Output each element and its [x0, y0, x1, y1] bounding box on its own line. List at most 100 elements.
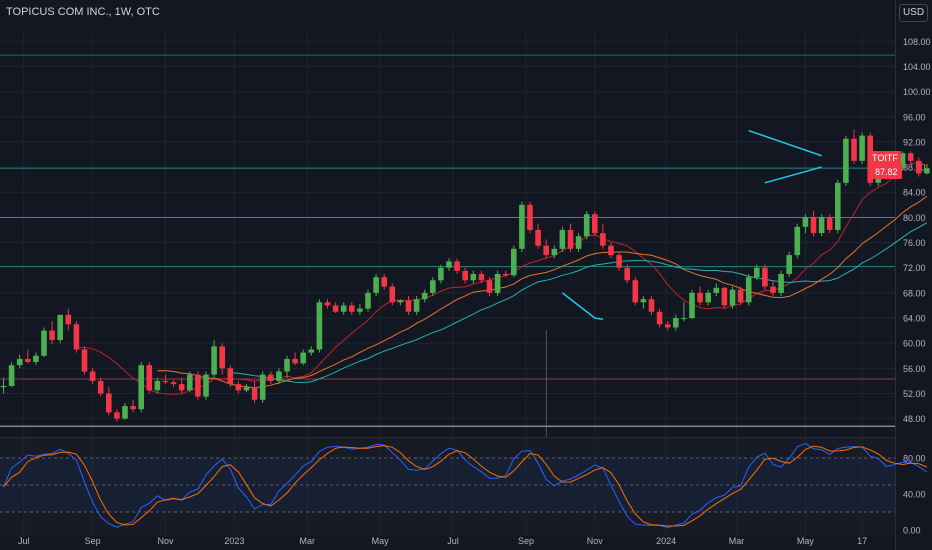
candle-body — [373, 277, 379, 293]
candle-body — [33, 355, 39, 363]
candle-body — [365, 292, 371, 309]
candle-body — [583, 214, 590, 237]
candle-body — [81, 349, 88, 372]
stoch-tick-label: 80.00 — [903, 454, 926, 464]
y-tick-label: 84.00 — [903, 188, 926, 198]
x-tick-label: Nov — [157, 536, 174, 546]
candle-body — [721, 287, 728, 306]
stoch-k-line — [3, 442, 928, 529]
ma-long-line — [230, 222, 928, 384]
currency-button[interactable]: USD — [899, 4, 928, 22]
candle-body — [559, 229, 566, 249]
x-tick-label: May — [372, 536, 390, 546]
candle-body — [527, 204, 533, 230]
candle-body — [924, 168, 930, 174]
candle-body — [340, 305, 347, 312]
candle-body — [203, 374, 209, 397]
candle-body — [664, 324, 671, 328]
candle-body — [357, 308, 363, 312]
x-tick-label: Jul — [447, 536, 459, 546]
candle-body — [25, 358, 31, 363]
candle-body — [843, 138, 849, 183]
candle-body — [851, 138, 857, 161]
candle-body — [195, 374, 201, 397]
x-tick-label: Mar — [729, 536, 745, 546]
candle-body — [656, 311, 663, 325]
candle-body — [162, 380, 169, 383]
channel-pattern — [561, 292, 604, 321]
candle-body — [608, 245, 614, 256]
candle-body — [916, 160, 922, 174]
candle-body — [470, 273, 477, 281]
candle-body — [219, 346, 225, 369]
y-tick-label: 100.00 — [903, 87, 931, 97]
candle-body — [567, 229, 574, 249]
last-price-value: 87.82 — [871, 165, 902, 179]
y-tick-label: 64.00 — [903, 314, 926, 324]
candle-body — [138, 365, 144, 410]
candle-body — [122, 406, 128, 419]
candle-body — [794, 226, 801, 256]
last-price-tag: TOITF87.82 — [869, 151, 932, 179]
candle-body — [73, 324, 80, 350]
candle-body — [786, 255, 792, 274]
y-tick-label: 68.00 — [903, 288, 926, 298]
candle-body — [430, 280, 436, 293]
candle-body — [899, 153, 906, 169]
candle-body — [446, 261, 452, 268]
y-tick-label: 56.00 — [903, 364, 926, 374]
x-tick-label: Mar — [300, 536, 316, 546]
candle-body — [0, 385, 7, 388]
candle-body — [907, 153, 914, 161]
x-tick-label: 2023 — [224, 536, 244, 546]
y-tick-label: 80.00 — [903, 213, 926, 223]
candle-body — [575, 236, 582, 249]
x-tick-label: Sep — [85, 536, 101, 546]
candle-body — [405, 300, 412, 312]
candle-body — [835, 182, 841, 230]
candle-body — [97, 380, 104, 394]
candle-body — [673, 318, 679, 328]
candle-body — [818, 217, 825, 234]
stoch-d-line — [3, 445, 928, 527]
candle-body — [57, 314, 63, 341]
candle-body — [689, 292, 695, 319]
candle-body — [705, 292, 711, 303]
candle-body — [324, 302, 331, 306]
candle-body — [478, 273, 485, 281]
candle-body — [543, 245, 549, 256]
candle-body — [146, 365, 153, 391]
candle-body — [826, 217, 833, 230]
candle-body — [211, 346, 217, 375]
candle-body — [421, 292, 428, 300]
candle-body — [551, 248, 558, 256]
y-tick-label: 92.00 — [903, 137, 926, 147]
candle-body — [713, 287, 720, 293]
candle-body — [130, 406, 136, 410]
candle-body — [511, 248, 517, 276]
chart-title: TOPICUS COM INC., 1W, OTC — [6, 6, 160, 18]
stoch-tick-label: 0.00 — [903, 526, 921, 536]
candle-body — [697, 292, 703, 303]
candle-body — [316, 302, 323, 350]
candle-body — [332, 305, 339, 312]
y-tick-label: 96.00 — [903, 112, 926, 122]
candle-body — [616, 255, 622, 268]
candle-body — [178, 384, 185, 391]
candle-body — [632, 280, 639, 303]
candle-body — [397, 300, 404, 303]
candle-body — [243, 387, 250, 391]
candle-body — [729, 289, 736, 306]
candle-body — [284, 358, 290, 372]
candle-body — [227, 368, 234, 385]
candle-body — [770, 286, 776, 293]
candle-body — [292, 358, 298, 364]
candle-body — [308, 349, 315, 353]
x-tick-label: Sep — [518, 536, 534, 546]
y-tick-label: 60.00 — [903, 339, 926, 349]
candle-body — [454, 261, 460, 271]
candle-body — [624, 267, 630, 281]
x-tick-label: 2024 — [656, 536, 676, 546]
candle-body — [251, 387, 258, 400]
